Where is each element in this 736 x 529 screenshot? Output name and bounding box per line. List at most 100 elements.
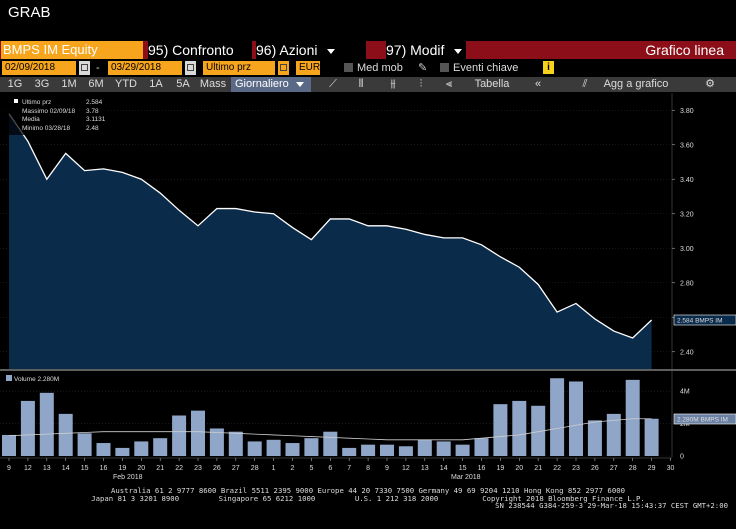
menu-label: Azioni — [279, 42, 318, 58]
x-tick-label: 15 — [459, 465, 467, 472]
range-3g[interactable]: 3G — [34, 78, 50, 90]
volume-bar — [606, 413, 621, 456]
volume-bar — [2, 434, 16, 456]
menu-number: 96) — [256, 42, 277, 58]
footer-line-3: SN 238544 G384-259-3 29-Mar-18 15:43:37 … — [495, 501, 728, 510]
volume-bar — [115, 447, 130, 456]
volume-bar — [96, 443, 111, 456]
x-tick-label: 13 — [43, 465, 51, 472]
gear-icon[interactable]: ⚙ — [705, 78, 715, 90]
volume-bar — [474, 438, 489, 456]
menu-label: Confronto — [172, 42, 234, 58]
range-5a[interactable]: 5A — [176, 78, 190, 90]
line-chart-icon[interactable]: ⟋ — [329, 78, 337, 90]
chevron-down-icon[interactable] — [278, 61, 289, 75]
legend-label: Ultimo prz — [22, 99, 51, 106]
field-select[interactable]: Ultimo prz — [203, 61, 275, 75]
tabella-button[interactable]: Tabella — [474, 78, 510, 90]
volume-bar — [380, 444, 394, 456]
legend-value: 3.78 — [86, 108, 99, 115]
x-tick-label: 27 — [610, 465, 618, 472]
x-tick-label: 21 — [534, 465, 542, 472]
volume-bar — [191, 410, 205, 456]
collapse-icon[interactable]: « — [534, 78, 542, 90]
add-icon[interactable]: ⫽ — [582, 78, 588, 90]
price-tick-label: 3.80 — [680, 108, 694, 115]
date-from-field[interactable]: 02/09/2018 — [2, 61, 76, 75]
x-tick-label: 15 — [81, 465, 89, 472]
x-tick-label: 26 — [591, 465, 599, 472]
volume-bar — [58, 413, 73, 456]
eventi-label: Eventi chiave — [453, 62, 519, 74]
menu-label: Modif — [410, 42, 445, 58]
volume-bar — [134, 441, 149, 456]
x-tick-label: 22 — [175, 465, 183, 472]
last-price-text: 2.584 BMPS IM — [677, 318, 723, 325]
date-to-field[interactable]: 03/29/2018 — [108, 61, 182, 75]
price-tick-label: 3.00 — [680, 246, 694, 253]
volume-bar — [455, 444, 470, 456]
volume-bar — [77, 433, 92, 456]
x-tick-label: 14 — [440, 465, 448, 472]
x-tick-label: 28 — [251, 465, 259, 472]
azioni-menu[interactable]: 96) Azioni — [256, 41, 366, 59]
modif-menu[interactable]: 97) Modif — [386, 41, 466, 59]
range-1g[interactable]: 1G — [7, 78, 23, 90]
currency-select[interactable]: EUR — [296, 61, 320, 75]
range-1a[interactable]: 1A — [149, 78, 163, 90]
volume-bars — [2, 378, 659, 456]
x-tick-label: 23 — [572, 465, 580, 472]
volume-last-text: 2.280M BMPS IM — [677, 417, 728, 424]
volume-bar — [266, 439, 281, 456]
volume-bar — [361, 444, 376, 456]
footer: Australia 61 2 9777 8600 Brazil 5511 239… — [0, 487, 736, 510]
ticker-field[interactable]: BMPS IM Equity — [1, 41, 143, 59]
volume-bar — [625, 379, 640, 456]
last-price-label: 2.584 BMPS IM — [673, 314, 736, 326]
calendar-icon[interactable] — [185, 61, 196, 75]
range-1m[interactable]: 1M — [61, 78, 77, 90]
volume-tick-label: 4M — [680, 389, 690, 396]
settings-chart-icon[interactable]: ⫷ — [445, 78, 453, 90]
volume-ma-line — [8, 418, 652, 441]
calendar-icon[interactable] — [79, 61, 90, 75]
chevron-down-icon — [327, 48, 336, 54]
period-select[interactable]: Giornaliero — [231, 77, 311, 92]
price-tick-label: 2.80 — [680, 280, 694, 287]
x-tick-label: 30 — [667, 465, 675, 472]
date-separator: - — [96, 62, 100, 74]
bar-chart-icon[interactable]: ⫴ — [358, 78, 364, 90]
ohlc-chart-icon[interactable]: ⫶ — [419, 78, 423, 90]
x-tick-label: 26 — [213, 465, 221, 472]
range-6m[interactable]: 6M — [88, 78, 104, 90]
x-tick-label: 5 — [309, 465, 313, 472]
legend-value: 2.48 — [86, 125, 99, 132]
price-line — [8, 113, 653, 339]
x-tick-label: 7 — [347, 465, 351, 472]
price-tick-label: 3.20 — [680, 211, 694, 218]
volume-tick-label: 0 — [680, 454, 684, 461]
candle-chart-icon[interactable]: ⫵ — [390, 78, 396, 90]
x-tick-label: 19 — [497, 465, 505, 472]
volume-bar — [436, 441, 451, 456]
pencil-icon[interactable]: ✎ — [418, 62, 428, 74]
x-tick-label: 12 — [24, 465, 32, 472]
range-ytd[interactable]: YTD — [115, 78, 137, 90]
x-tick-label: 8 — [366, 465, 370, 472]
volume-bar — [285, 443, 300, 456]
menu-number: 95) — [148, 42, 169, 58]
eventi-checkbox[interactable] — [440, 63, 449, 72]
volume-bar — [247, 441, 262, 456]
legend-value: 2.584 — [86, 99, 103, 106]
chevron-down-icon — [295, 81, 304, 87]
toolbar — [0, 77, 736, 92]
add-to-chart-button[interactable]: Agg a grafico — [603, 78, 669, 90]
range-mass[interactable]: Mass — [199, 78, 227, 90]
price-volume-chart: 3.803.603.403.203.002.802.602.40 Ultimo … — [0, 93, 736, 481]
volume-bar — [39, 392, 54, 456]
confronto-menu[interactable]: 95) Confronto — [148, 41, 252, 59]
info-icon[interactable]: i — [543, 61, 554, 74]
price-area — [9, 113, 652, 369]
med-mob-checkbox[interactable] — [344, 63, 353, 72]
x-tick-label: 16 — [100, 465, 108, 472]
